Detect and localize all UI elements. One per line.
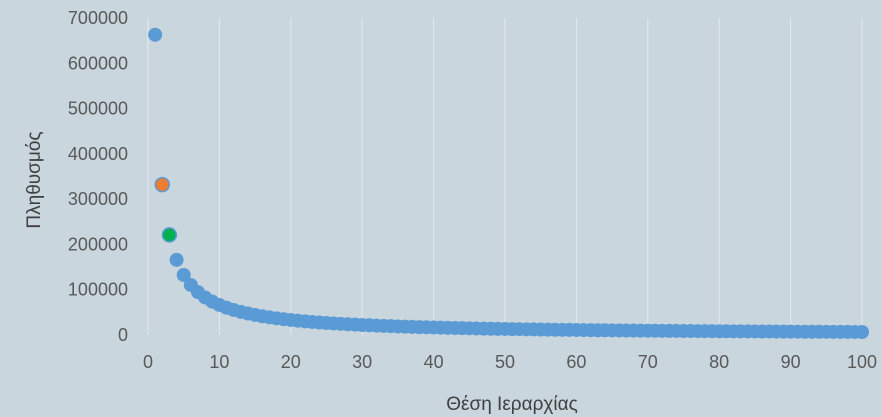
data-point bbox=[176, 267, 191, 282]
y-axis-ticks: 0 100000 200000 300000 400000 500000 600000 700… bbox=[68, 8, 128, 345]
x-tick-label: 90 bbox=[781, 352, 801, 372]
x-tick-label: 30 bbox=[352, 352, 372, 372]
data-point bbox=[154, 176, 171, 193]
x-axis-title: Θέση Ιεραρχίας bbox=[446, 394, 578, 415]
vertical-gridlines bbox=[147, 18, 863, 335]
y-tick-label: 600000 bbox=[68, 53, 128, 73]
y-tick-label: 700000 bbox=[68, 8, 128, 28]
x-tick-label: 80 bbox=[709, 352, 729, 372]
y-tick-label: 400000 bbox=[68, 144, 128, 164]
x-tick-label: 20 bbox=[281, 352, 301, 372]
x-tick-label: 70 bbox=[638, 352, 658, 372]
x-tick-label: 40 bbox=[424, 352, 444, 372]
data-point bbox=[169, 252, 184, 267]
y-tick-label: 200000 bbox=[68, 234, 128, 254]
x-tick-label: 100 bbox=[847, 352, 877, 372]
x-tick-label: 0 bbox=[143, 352, 153, 372]
y-tick-label: 300000 bbox=[68, 189, 128, 209]
y-tick-label: 500000 bbox=[68, 99, 128, 119]
data-point bbox=[148, 27, 163, 42]
x-tick-label: 60 bbox=[566, 352, 586, 372]
y-tick-label: 100000 bbox=[68, 280, 128, 300]
y-tick-label: 0 bbox=[118, 325, 128, 345]
data-point bbox=[855, 325, 869, 340]
x-axis-ticks: 0 10 20 30 40 50 60 70 80 90 100 bbox=[143, 352, 877, 372]
x-tick-label: 50 bbox=[495, 352, 515, 372]
x-tick-label: 10 bbox=[209, 352, 229, 372]
data-point bbox=[161, 227, 178, 243]
y-axis-title: Πληθυσμός bbox=[24, 131, 45, 228]
data-points bbox=[148, 27, 869, 340]
